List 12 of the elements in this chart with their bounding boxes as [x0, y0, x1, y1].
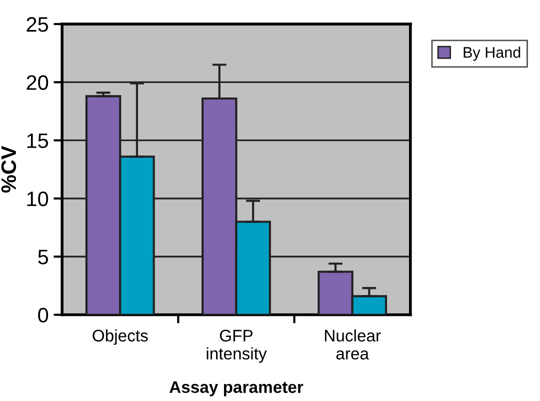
- y-tick-label: 25: [26, 17, 48, 32]
- x-axis-title: Assay parameter: [169, 381, 304, 396]
- y-tick-label: 20: [26, 75, 48, 90]
- y-tick-label: 10: [27, 191, 48, 206]
- y-tick-label: 5: [38, 250, 48, 264]
- x-tick-label: Objects: [92, 329, 148, 345]
- x-tick-label: Nuclear area: [325, 329, 381, 360]
- x-tick-label: GFP intensity: [206, 330, 267, 363]
- legend-label: By Hand: [464, 46, 520, 61]
- y-axis-title: %CV: [1, 146, 16, 193]
- y-tick-label: 15: [27, 134, 48, 148]
- y-tick-label: 0: [38, 308, 48, 323]
